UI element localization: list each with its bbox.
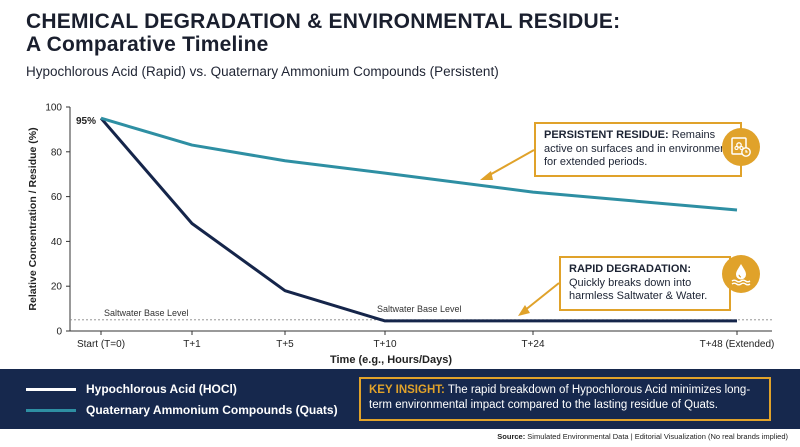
x-tick-label: T+5: [276, 339, 294, 350]
biohazard-clock-icon: [722, 128, 760, 166]
legend-swatch-quats: [26, 408, 76, 412]
insight-text: The rapid breakdown of Hypochlorous Acid…: [369, 384, 751, 411]
key-insight-box: KEY INSIGHT: The rapid breakdown of Hypo…: [359, 377, 771, 421]
legend-swatch-hocl: [26, 387, 76, 391]
rapid-callout-title: RAPID DEGRADATION:: [569, 263, 692, 275]
source-text: Simulated Environmental Data | Editorial…: [525, 432, 788, 441]
legend-label-quats: Quaternary Ammonium Compounds (Quats): [86, 403, 338, 417]
y-tick-label: 20: [51, 282, 63, 293]
water-drop-icon: [722, 255, 760, 293]
persistent-arrowhead: [480, 171, 493, 180]
rapid-degradation-callout: RAPID DEGRADATION: Quickly breaks down i…: [559, 256, 731, 311]
persistent-residue-callout: PERSISTENT RESIDUE: Remains active on su…: [534, 122, 742, 177]
start-value-label: 95%: [76, 116, 96, 127]
title-line-1: CHEMICAL DEGRADATION & ENVIRONMENTAL RES…: [26, 10, 621, 33]
y-tick-label: 60: [51, 192, 63, 203]
y-tick-label: 100: [45, 103, 62, 114]
x-tick-label: T+48 (Extended): [700, 339, 775, 350]
legend-item-quats: Quaternary Ammonium Compounds (Quats): [26, 403, 338, 417]
source-label: Source:: [497, 432, 526, 441]
chart-title: CHEMICAL DEGRADATION & ENVIRONMENTAL RES…: [26, 10, 620, 56]
x-tick-label: T+1: [183, 339, 201, 350]
y-tick-label: 0: [56, 327, 62, 338]
source-note: Source: Simulated Environmental Data | E…: [497, 432, 788, 441]
insight-title: KEY INSIGHT:: [369, 384, 445, 396]
x-axis-label: Time (e.g., Hours/Days): [330, 354, 452, 366]
persistent-callout-title: PERSISTENT RESIDUE:: [544, 129, 669, 141]
chart-subtitle: Hypochlorous Acid (Rapid) vs. Quaternary…: [26, 64, 499, 79]
rapid-callout-text: Quickly breaks down into harmless Saltwa…: [569, 276, 708, 303]
persistent-callout-arrow: [485, 149, 535, 178]
rapid-arrowhead: [518, 305, 530, 316]
line-chart: 0 20 40 60 80 100 Start (T=0) T+1 T+5 T+10 T+24 T+4…: [27, 103, 775, 367]
series-line-hocl: [99, 117, 737, 323]
persistent-callout-text: Remains active on surfaces and in enviro…: [544, 129, 730, 168]
y-tick-label: 40: [51, 237, 63, 248]
baseline-label-left: Saltwater Base Level: [104, 308, 189, 318]
rapid-callout-arrow: [523, 282, 560, 312]
x-tick-label: T+10: [373, 339, 397, 350]
x-tick-label: T+24: [521, 339, 545, 350]
baseline-label-mid: Saltwater Base Level: [377, 304, 462, 314]
series-line-quats: [100, 116, 738, 212]
y-axis-label: Relative Concentration / Residue (%): [27, 127, 39, 310]
legend-label-hocl: Hypochlorous Acid (HOCl): [86, 382, 237, 396]
title-line-2: A Comparative Timeline: [26, 33, 269, 56]
x-tick-label: Start (T=0): [77, 339, 125, 350]
legend-item-hocl: Hypochlorous Acid (HOCl): [26, 382, 237, 396]
y-tick-label: 80: [51, 147, 63, 158]
